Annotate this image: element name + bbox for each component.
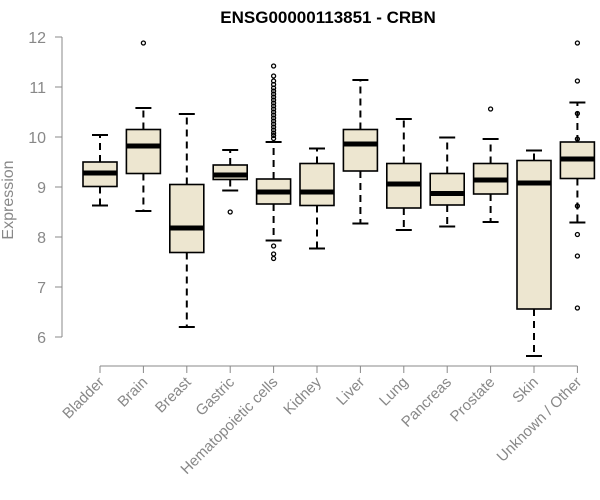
box-skin bbox=[516, 149, 552, 357]
outlier-point bbox=[270, 103, 277, 109]
x-tick-label: Skin bbox=[509, 374, 542, 407]
box-iqr bbox=[342, 128, 379, 172]
outlier-point bbox=[270, 255, 277, 262]
outlier-point bbox=[574, 136, 581, 142]
box-iqr bbox=[125, 128, 162, 175]
outlier-point bbox=[574, 231, 581, 238]
outlier-point bbox=[270, 130, 277, 136]
x-tick-label: Liver bbox=[333, 374, 368, 409]
outlier-point bbox=[270, 109, 277, 115]
y-tick-label: 10 bbox=[28, 130, 46, 147]
outlier-point bbox=[270, 88, 277, 94]
box-iqr bbox=[169, 183, 205, 254]
outlier-point bbox=[270, 97, 277, 103]
x-tick-label: Lung bbox=[376, 374, 412, 410]
outlier-point bbox=[487, 106, 494, 112]
box-gastric bbox=[212, 149, 248, 215]
box-iqr bbox=[429, 172, 466, 206]
y-tick-label: 6 bbox=[37, 330, 46, 347]
outlier-point bbox=[227, 209, 233, 215]
box-pancreas bbox=[429, 136, 466, 228]
outlier-point bbox=[270, 115, 277, 121]
outlier-point bbox=[270, 100, 277, 106]
y-axis-label: Expression bbox=[0, 160, 17, 239]
outlier-point bbox=[270, 112, 277, 118]
x-tick-label: Kidney bbox=[280, 373, 325, 418]
box-series bbox=[82, 40, 596, 357]
outlier-point bbox=[270, 251, 277, 257]
outlier-point bbox=[270, 106, 277, 112]
outlier-point bbox=[574, 110, 581, 117]
x-tick-label: Breast bbox=[152, 373, 195, 416]
y-tick-label: 8 bbox=[37, 230, 46, 247]
outlier-point bbox=[140, 40, 147, 46]
outlier-point bbox=[574, 203, 581, 209]
outlier-point bbox=[270, 118, 277, 124]
outlier-point bbox=[574, 305, 581, 311]
x-tick-label: Brain bbox=[114, 374, 151, 411]
x-tick-label: Bladder bbox=[59, 374, 108, 423]
outlier-point bbox=[270, 121, 277, 127]
outlier-point bbox=[270, 132, 277, 139]
x-tick-label: Prostate bbox=[447, 374, 499, 426]
outlier-point bbox=[574, 253, 581, 259]
y-tick-label: 12 bbox=[28, 30, 46, 47]
chart-title: ENSG00000113851 - CRBN bbox=[220, 8, 435, 27]
box-liver bbox=[342, 79, 379, 225]
outlier-point bbox=[574, 40, 581, 46]
y-tick-label: 7 bbox=[37, 280, 46, 297]
outlier-point bbox=[270, 85, 277, 91]
outlier-point bbox=[270, 135, 277, 142]
outlier-point bbox=[270, 63, 277, 69]
outlier-point bbox=[270, 127, 277, 133]
outlier-point bbox=[270, 124, 277, 130]
box-breast bbox=[169, 113, 205, 328]
y-tick-label: 9 bbox=[37, 180, 46, 197]
outlier-point bbox=[574, 78, 581, 84]
outlier-point bbox=[270, 94, 277, 100]
box-bladder bbox=[82, 134, 118, 207]
y-axis: 6 7 8 9 10 11 12 bbox=[28, 30, 63, 347]
y-tick-label: 11 bbox=[29, 80, 46, 97]
box-hematopoietic-cells bbox=[255, 63, 292, 262]
box-unknown-other bbox=[559, 40, 596, 311]
outlier-point bbox=[270, 73, 277, 79]
outlier-point bbox=[270, 243, 277, 249]
box-iqr bbox=[299, 162, 335, 207]
outlier-point bbox=[270, 91, 277, 97]
box-lung bbox=[385, 118, 422, 231]
box-kidney bbox=[299, 147, 335, 250]
box-prostate bbox=[472, 106, 509, 223]
box-brain bbox=[125, 40, 162, 212]
